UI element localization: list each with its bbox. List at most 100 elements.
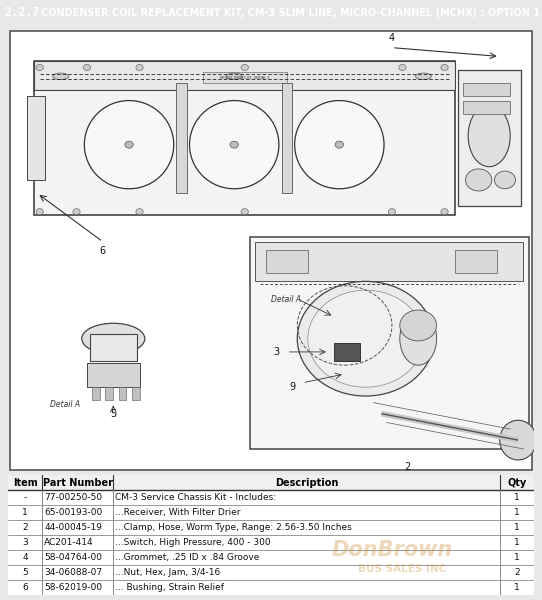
Text: Detail A: Detail A bbox=[50, 400, 80, 409]
Ellipse shape bbox=[468, 105, 510, 167]
Ellipse shape bbox=[53, 73, 69, 80]
Text: Item: Item bbox=[13, 478, 37, 488]
Bar bbox=[250, 237, 528, 449]
Circle shape bbox=[400, 310, 437, 341]
Ellipse shape bbox=[500, 420, 537, 460]
Circle shape bbox=[73, 209, 80, 215]
Text: 1: 1 bbox=[22, 508, 28, 517]
Text: 3: 3 bbox=[273, 347, 279, 357]
Bar bbox=[255, 242, 524, 281]
Bar bbox=[463, 101, 510, 114]
Bar bbox=[8, 580, 534, 595]
Circle shape bbox=[335, 141, 344, 148]
Text: 2: 2 bbox=[22, 523, 28, 532]
Ellipse shape bbox=[82, 323, 145, 354]
Bar bbox=[132, 387, 140, 400]
Circle shape bbox=[36, 64, 43, 71]
Circle shape bbox=[466, 169, 492, 191]
Text: 1: 1 bbox=[514, 538, 520, 547]
Text: 9: 9 bbox=[289, 382, 295, 392]
Circle shape bbox=[136, 209, 143, 215]
Bar bbox=[8, 475, 534, 490]
Text: ...Grommet, .25 ID x .84 Groove: ...Grommet, .25 ID x .84 Groove bbox=[115, 553, 260, 562]
Text: ...Nut, Hex, Jam, 3/4-16: ...Nut, Hex, Jam, 3/4-16 bbox=[115, 568, 221, 577]
Circle shape bbox=[230, 141, 238, 148]
Circle shape bbox=[36, 209, 43, 215]
Circle shape bbox=[298, 281, 434, 396]
Bar bbox=[8, 505, 534, 520]
Text: ...Switch, High Pressure, 400 - 300: ...Switch, High Pressure, 400 - 300 bbox=[115, 538, 271, 547]
Text: 6: 6 bbox=[22, 583, 28, 592]
Bar bbox=[105, 387, 113, 400]
Bar bbox=[281, 83, 292, 193]
Text: 2: 2 bbox=[404, 461, 411, 472]
Bar bbox=[455, 250, 497, 272]
Bar bbox=[8, 550, 534, 565]
Text: 1: 1 bbox=[514, 583, 520, 592]
Text: Part Number: Part Number bbox=[43, 478, 113, 488]
Circle shape bbox=[388, 209, 396, 215]
Text: CONDENSER COIL REPLACEMENT KIT, CM-3 SLIM LINE, MICRO-CHANNEL (MCHX) : OPTION 1: CONDENSER COIL REPLACEMENT KIT, CM-3 SLI… bbox=[41, 8, 540, 17]
Text: DonBrown: DonBrown bbox=[331, 539, 453, 560]
Bar bbox=[92, 387, 100, 400]
Text: 1: 1 bbox=[514, 553, 520, 562]
Bar bbox=[8, 520, 534, 535]
Text: 1: 1 bbox=[514, 523, 520, 532]
Text: 5: 5 bbox=[110, 409, 117, 419]
Bar bbox=[8, 565, 534, 580]
Bar bbox=[35, 61, 455, 89]
Circle shape bbox=[441, 209, 448, 215]
Circle shape bbox=[494, 171, 515, 189]
Text: Qty: Qty bbox=[507, 478, 526, 488]
Circle shape bbox=[125, 141, 133, 148]
Text: 58-62019-00: 58-62019-00 bbox=[44, 583, 102, 592]
Text: 3: 3 bbox=[22, 538, 28, 547]
Bar bbox=[87, 363, 140, 387]
Text: -: - bbox=[24, 493, 27, 502]
Text: Description: Description bbox=[275, 478, 338, 488]
Ellipse shape bbox=[295, 101, 384, 189]
Ellipse shape bbox=[416, 73, 431, 80]
Text: 58-04764-00: 58-04764-00 bbox=[44, 553, 102, 562]
Circle shape bbox=[241, 209, 248, 215]
Text: AC201-414: AC201-414 bbox=[44, 538, 94, 547]
Text: 77-00250-50: 77-00250-50 bbox=[44, 493, 102, 502]
Text: 2.2.7: 2.2.7 bbox=[4, 6, 40, 19]
Bar bbox=[463, 83, 510, 96]
Text: MODEL XXXXX-XX  SERIAL X: MODEL XXXXX-XX SERIAL X bbox=[220, 76, 269, 80]
Text: 4: 4 bbox=[22, 553, 28, 562]
Bar bbox=[8, 490, 534, 505]
Text: ...Clamp, Hose, Worm Type, Range: 2.56-3.50 Inches: ...Clamp, Hose, Worm Type, Range: 2.56-3… bbox=[115, 523, 352, 532]
Text: ...Receiver, With Filter Drier: ...Receiver, With Filter Drier bbox=[115, 508, 241, 517]
Circle shape bbox=[441, 64, 448, 71]
Bar bbox=[119, 387, 126, 400]
Ellipse shape bbox=[190, 101, 279, 189]
Text: 6: 6 bbox=[100, 246, 106, 256]
Text: 44-00045-19: 44-00045-19 bbox=[44, 523, 102, 532]
Circle shape bbox=[136, 64, 143, 71]
Circle shape bbox=[308, 290, 423, 387]
Bar bbox=[176, 83, 187, 193]
Text: 2: 2 bbox=[514, 568, 520, 577]
Circle shape bbox=[83, 64, 91, 71]
Circle shape bbox=[241, 64, 248, 71]
Bar bbox=[203, 72, 287, 83]
Text: 4: 4 bbox=[389, 33, 395, 43]
Ellipse shape bbox=[400, 312, 437, 365]
Bar bbox=[8, 535, 534, 550]
Bar bbox=[89, 334, 137, 361]
Text: 1: 1 bbox=[514, 508, 520, 517]
Text: 65-00193-00: 65-00193-00 bbox=[44, 508, 102, 517]
Bar bbox=[27, 96, 45, 180]
Bar bbox=[35, 61, 455, 215]
Text: 5: 5 bbox=[22, 568, 28, 577]
Ellipse shape bbox=[227, 73, 242, 80]
Text: 34-06088-07: 34-06088-07 bbox=[44, 568, 102, 577]
Circle shape bbox=[399, 64, 406, 71]
Bar bbox=[334, 343, 360, 361]
Text: CM-3 Service Chassis Kit - Includes:: CM-3 Service Chassis Kit - Includes: bbox=[115, 493, 276, 502]
Ellipse shape bbox=[85, 101, 174, 189]
Bar bbox=[266, 250, 308, 272]
Text: Detail A: Detail A bbox=[271, 295, 301, 304]
Bar bbox=[457, 70, 521, 206]
